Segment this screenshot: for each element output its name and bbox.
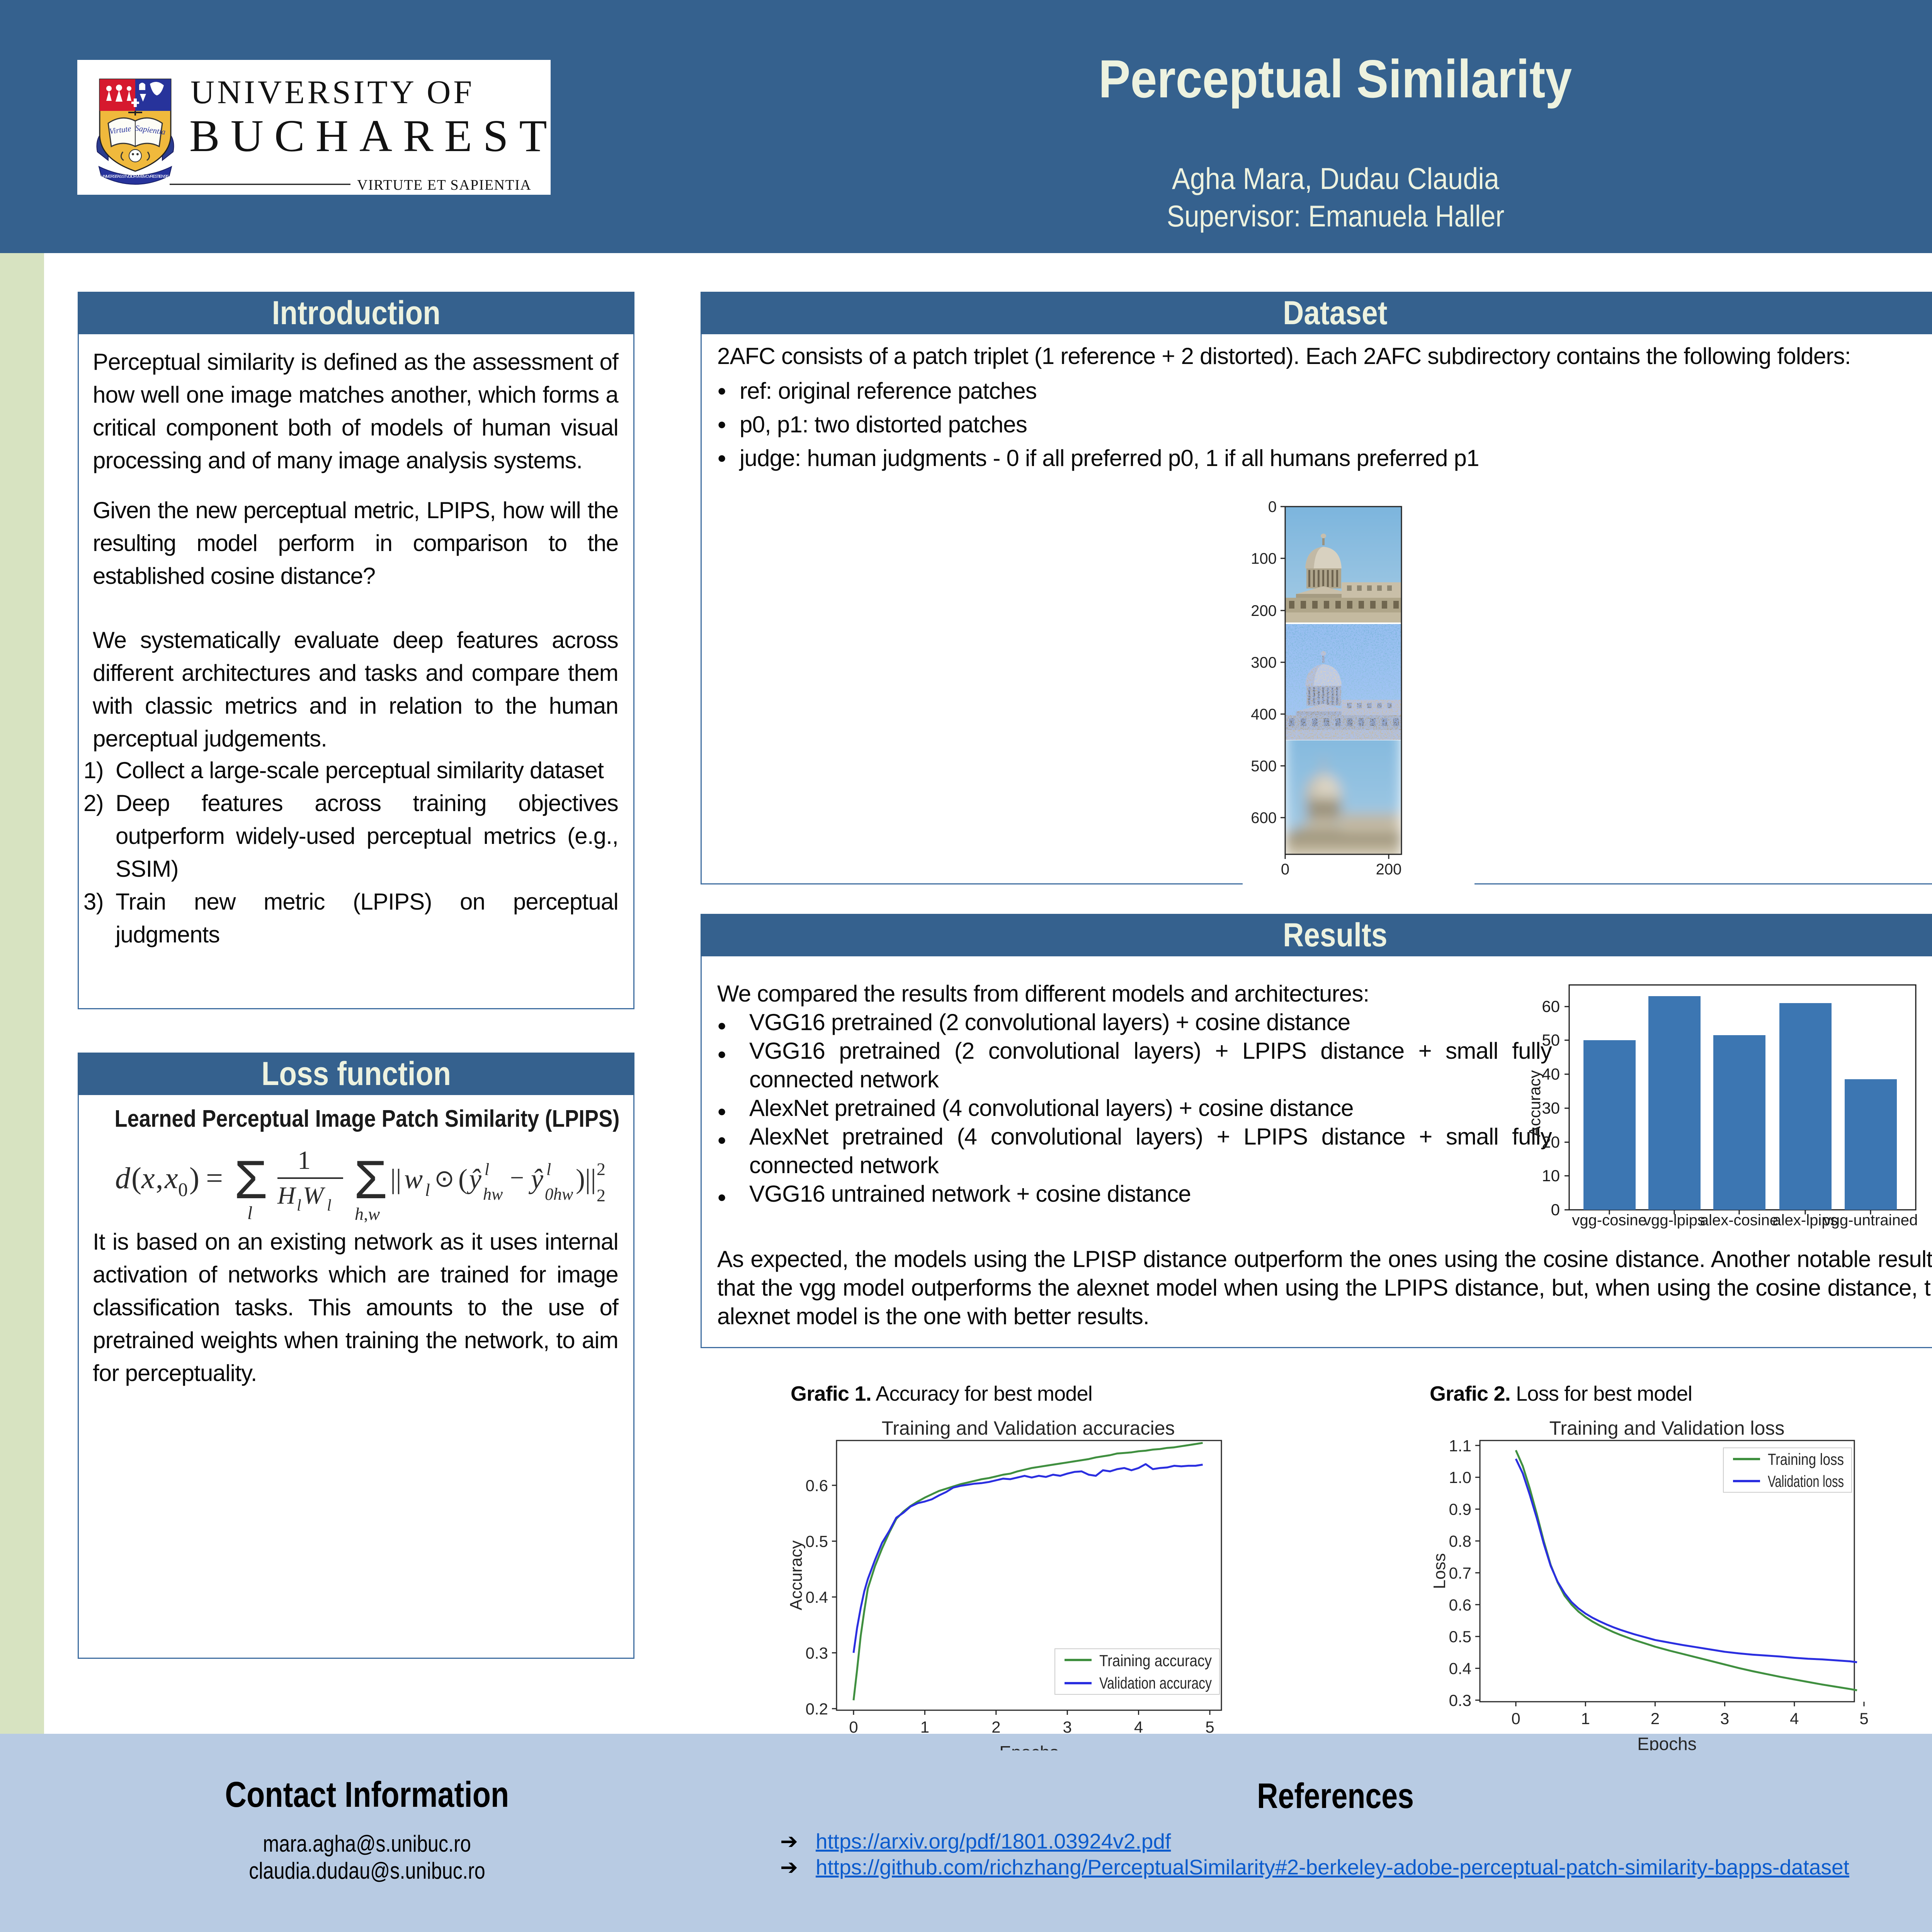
svg-text:3: 3	[1063, 1718, 1072, 1736]
svg-text:Σ: Σ	[354, 1149, 388, 1210]
svg-text:600: 600	[1251, 810, 1277, 827]
svg-text:UNIVERSITY OF: UNIVERSITY OF	[190, 73, 474, 111]
svg-text:Validation accuracy: Validation accuracy	[1099, 1674, 1212, 1692]
svg-text:0: 0	[178, 1179, 188, 1200]
svg-text:ŷ: ŷ	[528, 1163, 543, 1194]
svg-text:0.3: 0.3	[1449, 1691, 1471, 1709]
svg-text:60: 60	[1542, 997, 1560, 1015]
svg-text:10: 10	[1542, 1167, 1560, 1185]
svg-text:200: 200	[1251, 602, 1277, 619]
svg-text:40: 40	[1542, 1065, 1560, 1083]
svg-text:w: w	[404, 1163, 423, 1194]
svg-text:0.3: 0.3	[806, 1644, 828, 1662]
svg-text:1.1: 1.1	[1449, 1437, 1471, 1455]
svg-text:2: 2	[992, 1718, 1000, 1736]
svg-text:x: x	[164, 1161, 178, 1195]
svg-text:−: −	[510, 1164, 524, 1191]
svg-text:1: 1	[1581, 1709, 1590, 1728]
svg-text:0: 0	[1511, 1709, 1520, 1728]
svg-text:1: 1	[298, 1145, 311, 1175]
svg-text:alex-lpips: alex-lpips	[1773, 1212, 1838, 1229]
svg-text:0.2: 0.2	[806, 1700, 828, 1718]
svg-text:d: d	[115, 1161, 131, 1195]
svg-text:=: =	[206, 1161, 223, 1195]
svg-text:vgg-lpips: vgg-lpips	[1643, 1212, 1705, 1229]
svg-text:vgg-cosine: vgg-cosine	[1572, 1212, 1646, 1229]
svg-text:0hw: 0hw	[545, 1185, 573, 1204]
svg-text:Loss: Loss	[1430, 1553, 1449, 1589]
svg-text:4: 4	[1134, 1718, 1143, 1736]
svg-text:H: H	[277, 1182, 297, 1209]
svg-text:5: 5	[1859, 1709, 1868, 1728]
svg-text:0.8: 0.8	[1449, 1532, 1471, 1550]
svg-text:4: 4	[1790, 1709, 1799, 1728]
svg-text:l: l	[327, 1197, 332, 1214]
svg-text:20: 20	[1542, 1133, 1560, 1151]
svg-text:Training accuracy: Training accuracy	[1099, 1651, 1212, 1670]
svg-text:Accuracy: Accuracy	[1529, 1070, 1544, 1137]
svg-text:BUCHAREST: BUCHAREST	[189, 111, 551, 161]
svg-text:W: W	[303, 1182, 326, 1209]
svg-text:1.0: 1.0	[1449, 1468, 1471, 1486]
svg-text:0: 0	[1551, 1201, 1560, 1219]
svg-text:0: 0	[1268, 498, 1277, 515]
svg-text:0.4: 0.4	[806, 1588, 828, 1606]
svg-text:(: (	[458, 1163, 468, 1194]
svg-text:Epochs: Epochs	[999, 1742, 1058, 1750]
svg-text:x: x	[141, 1161, 155, 1195]
svg-text:30: 30	[1542, 1099, 1560, 1117]
svg-text:0: 0	[1281, 861, 1289, 878]
svg-text:2: 2	[597, 1159, 605, 1179]
svg-text:1: 1	[920, 1718, 929, 1736]
svg-text:l: l	[425, 1180, 430, 1200]
svg-text:500: 500	[1251, 758, 1277, 775]
svg-text:0.6: 0.6	[1449, 1596, 1471, 1614]
svg-text:0.9: 0.9	[1449, 1500, 1471, 1519]
svg-text:hw: hw	[483, 1185, 503, 1204]
svg-text:l: l	[546, 1160, 551, 1179]
svg-text:5: 5	[1205, 1718, 1214, 1736]
svg-text:VIRTUTE ET SAPIENTIA: VIRTUTE ET SAPIENTIA	[357, 177, 531, 193]
svg-text:Training and Validation loss: Training and Validation loss	[1549, 1417, 1785, 1439]
svg-text:2: 2	[597, 1185, 605, 1205]
svg-text:,: ,	[156, 1161, 163, 1195]
svg-text:l: l	[297, 1197, 301, 1214]
svg-text:3: 3	[1720, 1709, 1729, 1728]
svg-text:50: 50	[1542, 1031, 1560, 1049]
svg-text:vgg-untrained: vgg-untrained	[1823, 1212, 1918, 1229]
svg-text:h,w: h,w	[355, 1204, 380, 1222]
svg-text:Training and Validation accura: Training and Validation accuracies	[882, 1417, 1175, 1439]
svg-text:Accuracy: Accuracy	[788, 1541, 806, 1611]
svg-text:Σ: Σ	[234, 1149, 268, 1210]
svg-text:400: 400	[1251, 706, 1277, 723]
svg-text:0.5: 0.5	[1449, 1628, 1471, 1646]
svg-text:alex-cosine: alex-cosine	[1700, 1212, 1778, 1229]
svg-text:0: 0	[849, 1718, 858, 1736]
svg-text:)||: )||	[576, 1163, 596, 1194]
svg-text:): )	[189, 1161, 199, 1195]
svg-text:Training loss: Training loss	[1768, 1450, 1844, 1468]
svg-text:200: 200	[1376, 861, 1402, 878]
svg-text:ŷ: ŷ	[466, 1163, 481, 1194]
svg-text:Epochs: Epochs	[1637, 1734, 1696, 1750]
svg-text:2: 2	[1651, 1709, 1660, 1728]
svg-text:||: ||	[390, 1163, 401, 1194]
svg-text:⊙: ⊙	[434, 1166, 454, 1192]
svg-text:0.4: 0.4	[1449, 1660, 1471, 1678]
svg-text:(: (	[131, 1161, 141, 1195]
svg-text:VNIVERSITAS STVDIORVM BVCVREST: VNIVERSITAS STVDIORVM BVCVRESTIENSIS	[101, 174, 169, 179]
svg-text:100: 100	[1251, 550, 1277, 567]
svg-text:0.7: 0.7	[1449, 1564, 1471, 1582]
svg-text:0.5: 0.5	[806, 1532, 828, 1551]
svg-text:l: l	[247, 1203, 252, 1222]
svg-text:l: l	[485, 1160, 489, 1179]
svg-text:Validation loss: Validation loss	[1768, 1472, 1844, 1490]
svg-text:300: 300	[1251, 654, 1277, 671]
svg-text:0.6: 0.6	[806, 1476, 828, 1495]
